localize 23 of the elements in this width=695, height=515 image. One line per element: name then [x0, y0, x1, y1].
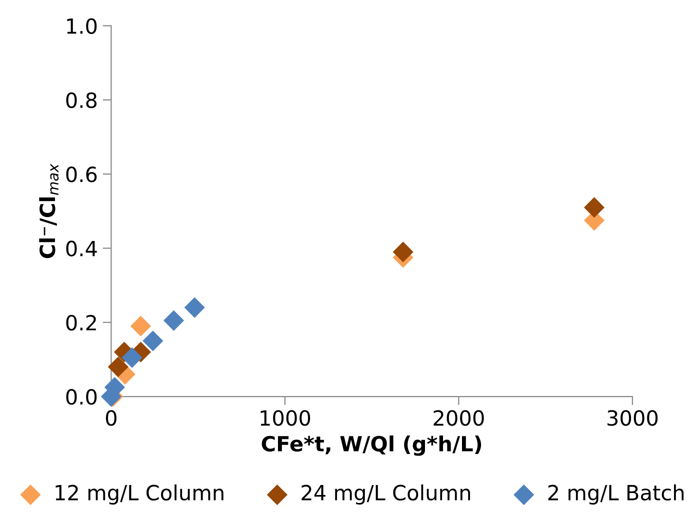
- x-axis-title: CFe*t, W/Ql (g*h/L): [262, 435, 482, 456]
- point: [142, 330, 164, 352]
- legend-label: 12 mg/L Column: [56, 484, 224, 505]
- x-tick-label: 0: [106, 410, 116, 426]
- y-axis-title: Cl⁻/Cl$_{max}$: [39, 164, 59, 258]
- point: [184, 297, 205, 318]
- y-tick-label: 0.0: [66, 389, 97, 405]
- y-tick-label: 0.4: [66, 240, 97, 256]
- y-tick-label: 0.8: [66, 92, 97, 108]
- legend-label: 2 mg/L Batch: [548, 484, 684, 505]
- point: [163, 310, 184, 331]
- x-tick-label: 3000: [608, 410, 658, 426]
- y-tick-label: 1.0: [67, 18, 97, 34]
- x-tick-label: 1000: [260, 410, 310, 426]
- x-tick-label: 2000: [434, 410, 484, 426]
- legend-label: 24 mg/L Column: [302, 484, 470, 505]
- point: [122, 347, 142, 368]
- y-tick-label: 0.6: [66, 166, 97, 182]
- point: [392, 242, 414, 262]
- point: [108, 356, 128, 378]
- y-tick-label: 0.2: [66, 314, 96, 331]
- point: [130, 316, 152, 336]
- point: [584, 197, 605, 218]
